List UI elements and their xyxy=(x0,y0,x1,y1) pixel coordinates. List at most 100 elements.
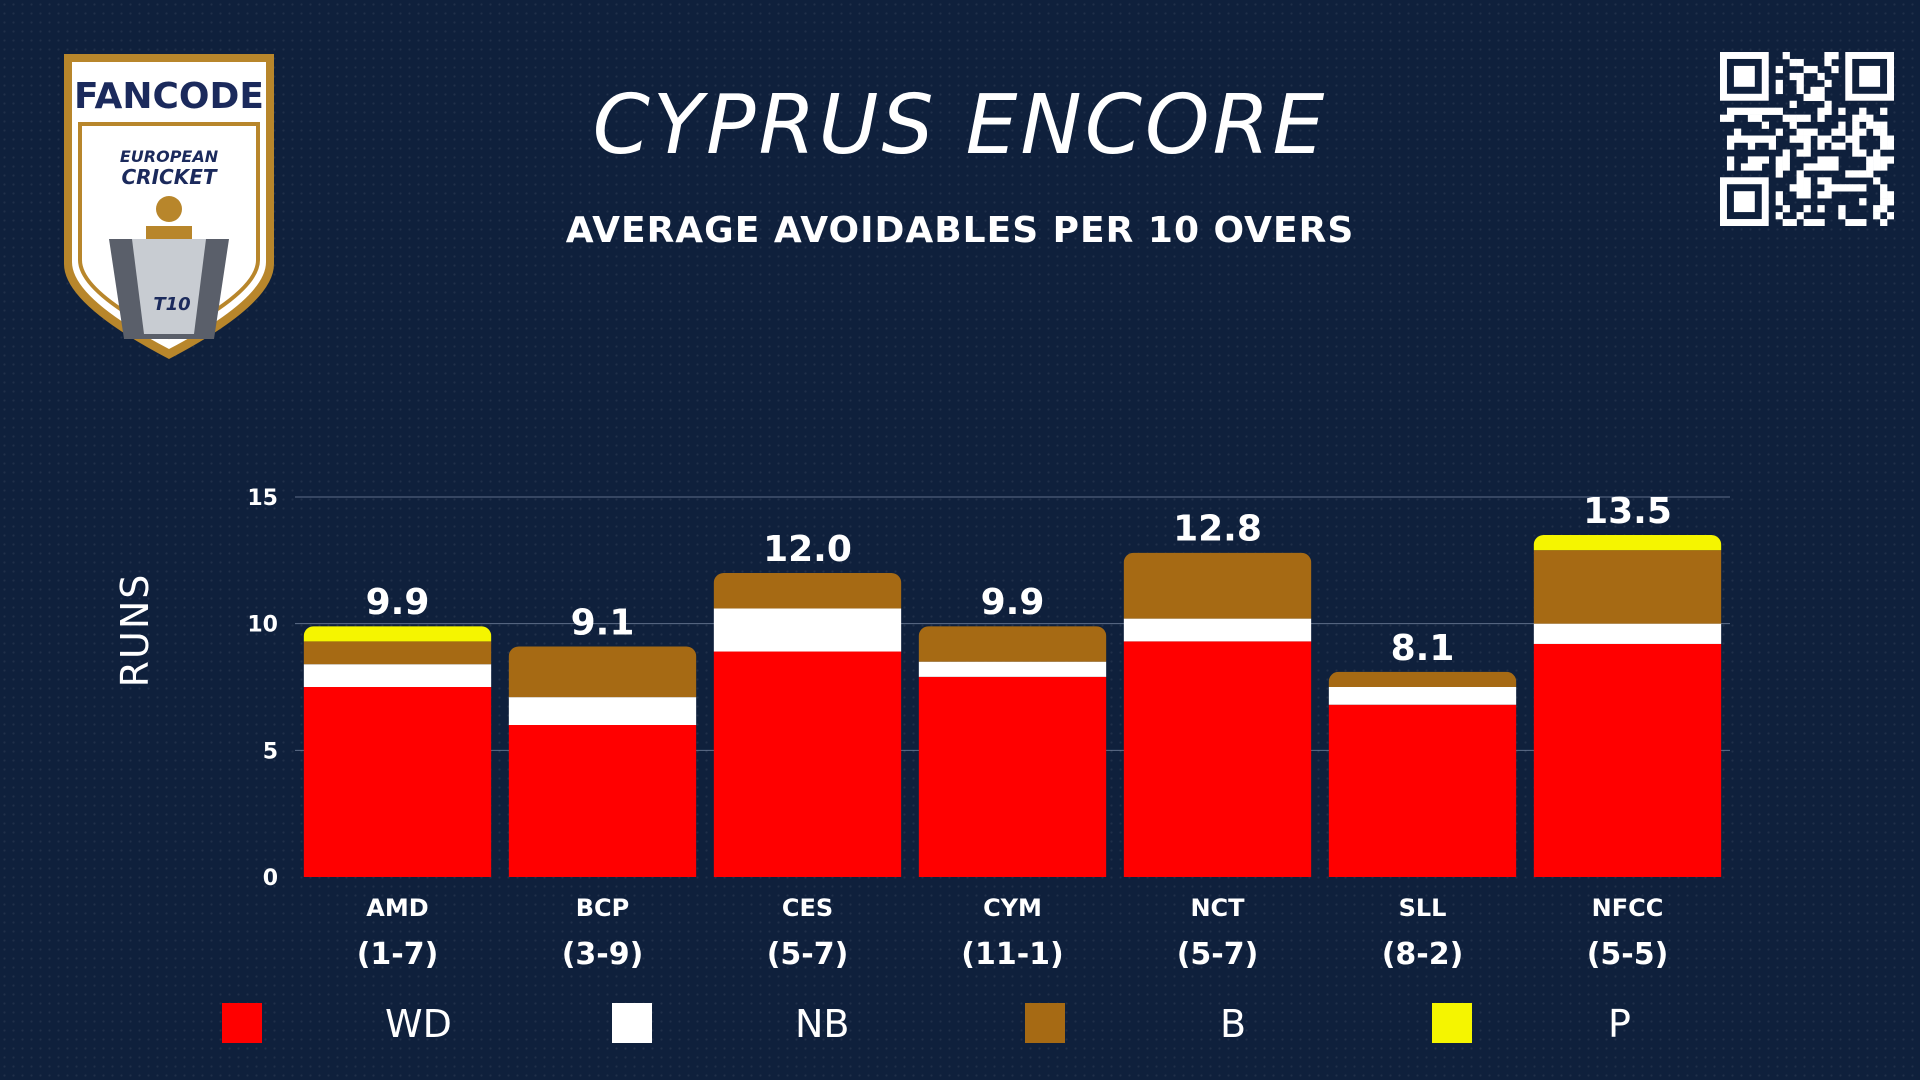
qr-module xyxy=(1803,191,1811,199)
qr-module xyxy=(1824,52,1832,60)
qr-module xyxy=(1831,163,1839,171)
qr-module xyxy=(1880,142,1888,150)
qr-module xyxy=(1803,184,1811,192)
x-tick-label: NFCC xyxy=(1592,894,1664,922)
qr-module xyxy=(1775,163,1783,171)
qr-module xyxy=(1810,219,1818,226)
qr-module xyxy=(1775,107,1783,115)
qr-module xyxy=(1880,205,1888,213)
qr-module xyxy=(1775,191,1783,199)
qr-module xyxy=(1880,121,1888,129)
qr-module xyxy=(1726,135,1735,143)
qr-module xyxy=(1775,156,1783,164)
qr-module xyxy=(1852,184,1860,192)
qr-module xyxy=(1817,93,1825,102)
logo-badge: T10 xyxy=(153,294,190,315)
qr-module xyxy=(1789,184,1797,192)
qr-module xyxy=(1880,163,1888,171)
qr-module xyxy=(1824,156,1832,164)
qr-module xyxy=(1817,177,1825,185)
qr-module xyxy=(1789,219,1797,226)
qr-module xyxy=(1726,163,1735,171)
bar-segment-wd xyxy=(1533,643,1722,877)
qr-module xyxy=(1873,121,1881,129)
qr-module xyxy=(1859,170,1867,178)
qr-module xyxy=(1789,72,1797,81)
qr-module xyxy=(1747,156,1756,164)
qr-module xyxy=(1817,72,1825,81)
y-tick-label: 0 xyxy=(263,866,278,891)
total-label: 8.1 xyxy=(1391,628,1455,669)
qr-module xyxy=(1880,107,1888,115)
qr-module xyxy=(1810,93,1818,102)
qr-module xyxy=(1880,156,1888,164)
qr-module xyxy=(1817,191,1825,199)
qr-module xyxy=(1775,79,1783,88)
qr-module xyxy=(1754,114,1763,122)
qr-module xyxy=(1810,128,1818,136)
qr-module xyxy=(1775,128,1783,136)
y-axis-label: RUNS xyxy=(113,573,157,688)
qr-module xyxy=(1782,156,1790,164)
bar-segment-p xyxy=(303,626,492,642)
qr-module xyxy=(1852,149,1860,157)
total-label: 12.0 xyxy=(763,529,852,570)
qr-module xyxy=(1789,58,1797,67)
total-label: 13.5 xyxy=(1583,491,1672,532)
qr-module xyxy=(1817,107,1825,115)
qr-module xyxy=(1796,170,1804,178)
qr-module xyxy=(1852,114,1860,122)
qr-module xyxy=(1796,86,1804,95)
bar-segment-wd xyxy=(713,651,902,877)
chart-subtitle: AVERAGE AVOIDABLES PER 10 OVERS xyxy=(565,210,1355,251)
bar-group-amd xyxy=(303,626,492,877)
qr-module xyxy=(1796,212,1804,220)
y-tick-label: 5 xyxy=(263,739,278,764)
qr-module xyxy=(1824,191,1832,199)
qr-module xyxy=(1733,128,1742,136)
qr-module xyxy=(1782,205,1790,213)
bar-segment-nb xyxy=(1328,687,1517,705)
qr-module xyxy=(1803,142,1811,150)
x-tick-label: BCP xyxy=(576,894,630,922)
qr-module xyxy=(1887,135,1894,143)
qr-module xyxy=(1775,86,1783,95)
qr-module xyxy=(1831,184,1839,192)
qr-module xyxy=(1817,86,1825,95)
qr-module xyxy=(1726,142,1735,150)
qr-module xyxy=(1824,79,1832,88)
fancode-ecs-t10-logo: FANCODE EUROPEAN CRICKET T10 xyxy=(64,54,274,359)
logo-brand: FANCODE xyxy=(74,76,264,117)
bar-group-ces xyxy=(713,573,902,877)
qr-module xyxy=(1817,114,1825,122)
bar-segment-b xyxy=(1328,671,1517,687)
qr-module xyxy=(1866,170,1874,178)
qr-module xyxy=(1803,163,1811,171)
bar-segment-b xyxy=(713,573,902,609)
qr-module xyxy=(1873,205,1881,213)
qr-module xyxy=(1838,142,1846,150)
qr-module xyxy=(1803,93,1811,102)
qr-module xyxy=(1852,142,1860,150)
qr-module xyxy=(1796,149,1804,157)
total-label: 9.1 xyxy=(571,602,635,643)
total-label: 9.9 xyxy=(981,582,1045,623)
qr-module xyxy=(1852,121,1860,129)
qr-module xyxy=(1810,65,1818,74)
bar-segment-b xyxy=(508,646,697,698)
y-tick-label: 10 xyxy=(247,613,278,638)
qr-module xyxy=(1733,107,1742,115)
x-tick-label: NCT xyxy=(1190,894,1245,922)
qr-module xyxy=(1873,156,1881,164)
qr-module xyxy=(1880,191,1888,199)
team-record-label: (11-1) xyxy=(961,937,1064,972)
qr-module xyxy=(1754,163,1763,171)
qr-module xyxy=(1838,184,1846,192)
bar-segment-wd xyxy=(1123,641,1312,877)
qr-module xyxy=(1789,135,1797,143)
qr-module xyxy=(1775,198,1783,206)
qr-finder-core xyxy=(1733,191,1755,213)
qr-module xyxy=(1761,121,1770,129)
qr-module xyxy=(1796,58,1804,67)
qr-module xyxy=(1817,205,1825,213)
